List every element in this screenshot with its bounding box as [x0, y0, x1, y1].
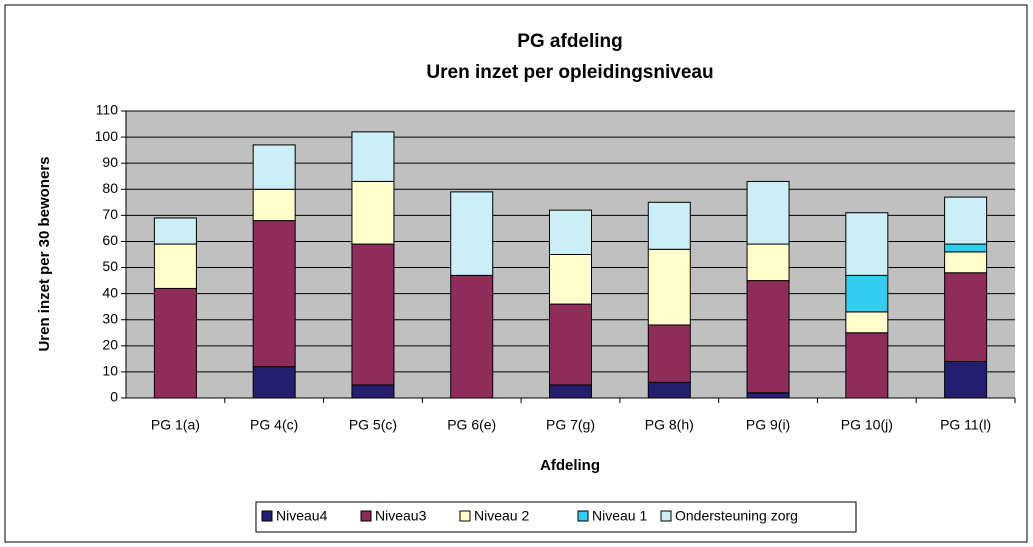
bar-segment — [944, 243, 988, 253]
bar-segment — [647, 381, 691, 399]
bar-segment — [450, 274, 494, 399]
bar-segment — [549, 303, 592, 386]
y-tick-label: 90 — [102, 154, 118, 170]
bar-segment — [351, 384, 395, 399]
bar-segment — [845, 332, 889, 399]
legend-swatch — [360, 510, 372, 522]
bar-segment — [746, 180, 790, 245]
bar-segment — [549, 209, 592, 256]
x-tick-label: PG 5(c) — [349, 417, 397, 433]
chart-subtitle: Uren inzet per opleidingsniveau — [426, 62, 713, 83]
bar-segment — [450, 191, 494, 276]
x-tick-label: PG 11(l) — [940, 417, 991, 433]
bar-segment — [252, 366, 296, 399]
bar-segment — [153, 287, 197, 399]
bar-segment — [252, 220, 296, 368]
legend-label: Niveau 1 — [592, 508, 647, 524]
bar-segment — [351, 180, 395, 245]
legend-label: Ondersteuning zorg — [675, 508, 798, 524]
bar-segment — [252, 188, 296, 222]
x-axis-title: Afdeling — [540, 457, 600, 474]
bar-segment — [944, 196, 988, 245]
y-tick-label: 30 — [102, 310, 118, 326]
x-tick-label: PG 7(g) — [546, 417, 595, 433]
bar-segment — [351, 243, 395, 386]
legend-swatch — [261, 510, 273, 522]
y-tick-label: 50 — [102, 258, 118, 274]
bar-segment — [944, 272, 988, 362]
bar-segment — [647, 324, 691, 383]
bar-segment — [845, 274, 889, 313]
bar-segment — [845, 311, 889, 334]
legend-label: Niveau4 — [276, 508, 328, 524]
bar-segment — [549, 384, 592, 399]
bar-segment — [153, 243, 197, 289]
bar-segment — [746, 243, 790, 282]
bar-segment — [647, 201, 691, 250]
legend-swatch — [577, 510, 589, 522]
y-tick-label: 10 — [102, 363, 118, 379]
bar-segment — [746, 392, 790, 399]
x-tick-label: PG 1(a) — [151, 417, 200, 433]
legend-box — [255, 501, 857, 533]
y-tick-label: 20 — [102, 337, 118, 353]
x-tick-label: PG 10(j) — [841, 417, 893, 433]
legend-label: Niveau 2 — [474, 508, 529, 524]
y-tick-label: 0 — [110, 389, 118, 405]
y-tick-label: 40 — [102, 284, 118, 300]
bar-segment — [944, 360, 988, 399]
bar-segment — [746, 280, 790, 394]
y-tick-label: 60 — [102, 232, 118, 248]
bar-segment — [647, 248, 691, 326]
bar-segment — [153, 217, 197, 245]
y-tick-label: 80 — [102, 180, 118, 196]
legend-swatch — [660, 510, 672, 522]
bar-segment — [351, 131, 395, 182]
bar-segment — [944, 251, 988, 274]
y-tick-label: 100 — [95, 128, 119, 144]
bar-segment — [549, 254, 592, 305]
x-tick-label: PG 8(h) — [645, 417, 694, 433]
chart-title: PG afdeling — [517, 31, 623, 52]
x-tick-label: PG 9(i) — [746, 417, 790, 433]
y-tick-label: 110 — [96, 102, 119, 118]
x-tick-label: PG 6(e) — [447, 417, 496, 433]
bar-segment — [252, 144, 296, 190]
y-tick-label: 70 — [102, 206, 118, 222]
x-tick-label: PG 4(c) — [250, 417, 298, 433]
legend-swatch — [459, 510, 471, 522]
y-axis-title: Uren inzet per 30 bewoners — [36, 156, 53, 351]
legend-label: Niveau3 — [375, 508, 427, 524]
bar-segment — [845, 212, 889, 276]
